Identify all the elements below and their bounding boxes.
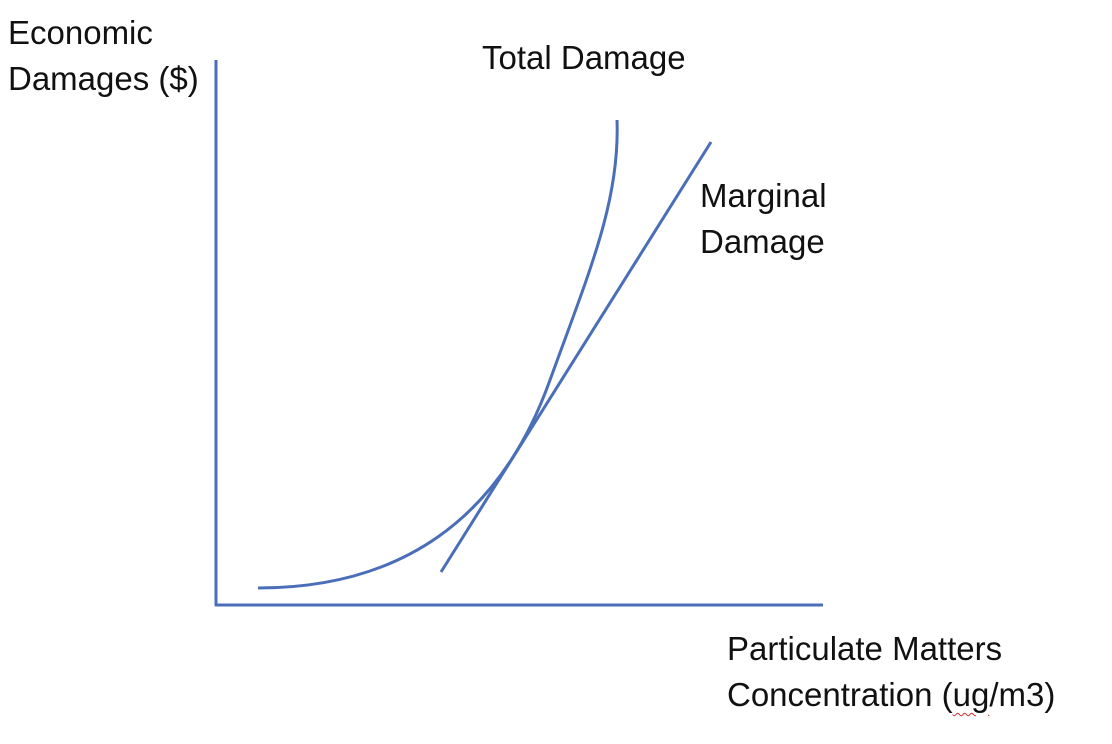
x-axis-label-post: /m3) [989, 676, 1056, 713]
y-axis-label-line-2: Damages ($) [8, 60, 199, 97]
x-axis-label-line-1: Particulate Matters [727, 630, 1003, 667]
y-axis-label-line-1: Economic [8, 14, 153, 51]
spellcheck-flagged-word: ug [952, 676, 990, 713]
x-axis-label: Particulate Matters Concentration (ug/m3… [727, 626, 1055, 718]
total-damage-label: Total Damage [482, 39, 686, 76]
y-axis-label: Economic Damages ($) [8, 10, 199, 102]
total-damage-curve [257, 119, 619, 590]
marginal-damage-label-line-2: Damage [700, 223, 825, 260]
x-axis-label-pre: Concentration ( [727, 676, 953, 713]
marginal-damage-label-line-1: Marginal [700, 177, 827, 214]
marginal-damage-label: Marginal Damage [700, 173, 827, 265]
marginal-damage-line [439, 141, 713, 573]
x-axis-label-line-2: Concentration (ug/m3) [727, 672, 1055, 718]
